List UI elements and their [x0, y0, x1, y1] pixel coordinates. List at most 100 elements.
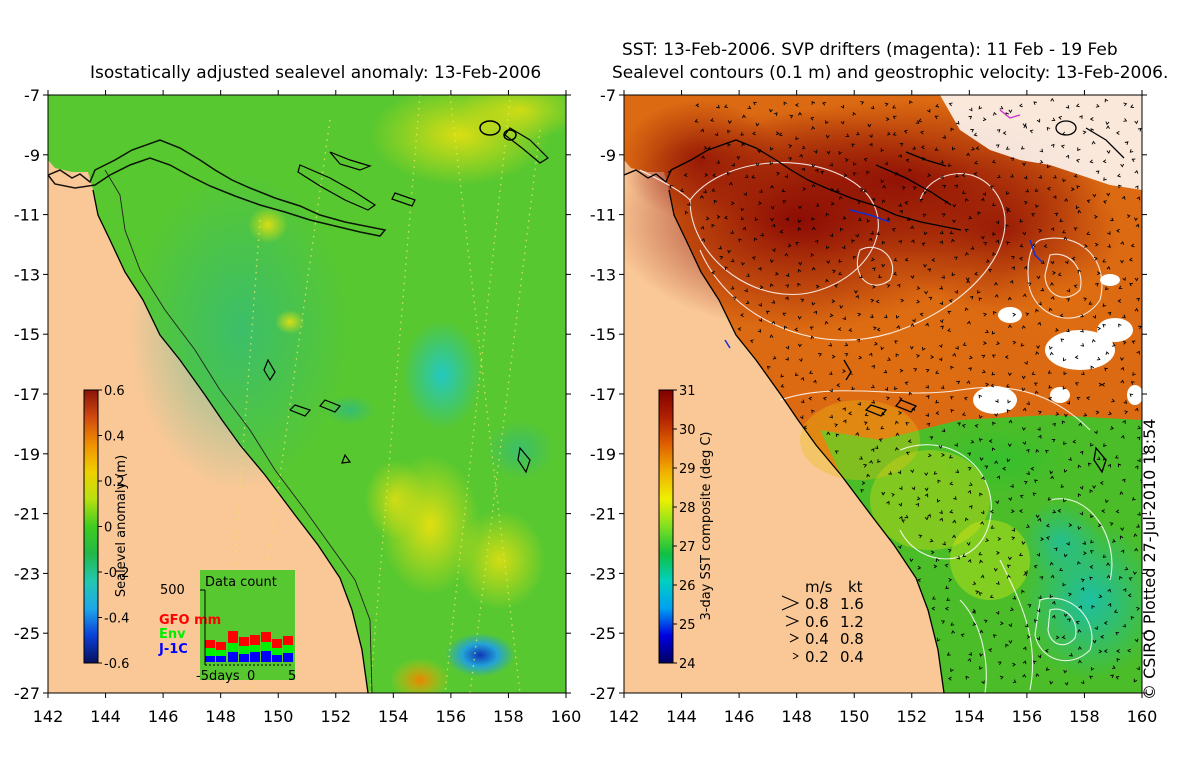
velocity-arrow — [1026, 524, 1030, 528]
velocity-arrow — [1077, 209, 1082, 214]
queensland-coastline — [92, 189, 369, 693]
velocity-arrow — [883, 314, 888, 319]
velocity-arrow — [940, 325, 944, 330]
velocity-arrow — [1102, 323, 1106, 328]
velocity-arrow — [1066, 328, 1070, 333]
velocity-arrow — [845, 133, 850, 138]
velocity-arrow — [929, 538, 934, 543]
velocity-arrow — [1062, 386, 1067, 390]
velocity-arrow — [1035, 448, 1040, 453]
velocity-arrow — [784, 174, 789, 179]
velocity-arrow — [1128, 577, 1133, 581]
velocity-arrow — [815, 168, 819, 173]
velocity-arrow — [966, 380, 971, 385]
velocity-arrow — [1107, 231, 1111, 236]
velocity-arrow — [1089, 159, 1094, 164]
velocity-arrow — [1133, 678, 1138, 683]
velocity-arrow — [949, 509, 954, 514]
velocity-arrow — [995, 610, 1000, 615]
velocity-arrow — [926, 108, 931, 113]
velocity-arrow — [1002, 466, 1006, 471]
velocity-arrow — [783, 325, 788, 330]
velocity-arrow — [1079, 485, 1084, 490]
velocity-arrow — [723, 104, 728, 108]
velocity-arrow — [1033, 619, 1038, 623]
velocity-arrow — [875, 299, 880, 304]
velocity-arrow — [747, 105, 752, 110]
velocity-arrow — [942, 184, 947, 189]
velocity-arrow — [770, 184, 774, 189]
velocity-arrow — [1007, 296, 1012, 301]
velocity-arrow — [1009, 279, 1014, 284]
velocity-legend-kt-0-4: 0.4 — [840, 648, 864, 666]
velocity-arrow — [848, 328, 853, 332]
velocity-arrow — [985, 382, 990, 387]
velocity-arrow — [1098, 649, 1103, 654]
velocity-arrow — [965, 277, 970, 282]
velocity-arrow — [863, 157, 868, 162]
velocity-arrow — [912, 318, 916, 323]
velocity-arrow — [1069, 652, 1073, 657]
left-y-tick-label: -17 — [14, 385, 40, 404]
colorbar-tick-label: 0.6 — [104, 384, 125, 399]
velocity-arrow — [1103, 649, 1108, 653]
velocity-arrow — [923, 190, 927, 195]
velocity-arrow — [1059, 218, 1064, 223]
velocity-arrow — [710, 118, 715, 122]
velocity-arrow — [980, 235, 985, 240]
velocity-arrow — [1122, 340, 1127, 345]
velocity-arrow — [1050, 475, 1055, 480]
velocity-arrow — [769, 334, 774, 338]
velocity-arrow — [838, 151, 843, 155]
velocity-arrow — [825, 134, 830, 139]
velocity-arrow — [1101, 382, 1106, 387]
velocity-arrow — [1106, 150, 1111, 154]
velocity-arrow — [878, 438, 883, 442]
velocity-arrow — [972, 622, 977, 626]
velocity-arrow — [1002, 131, 1007, 135]
velocity-arrow — [913, 368, 918, 372]
velocity-arrow — [798, 343, 802, 348]
velocity-arrow — [991, 447, 996, 452]
velocity-arrow — [1099, 481, 1104, 485]
velocity-arrow — [842, 369, 846, 374]
velocity-arrow — [1023, 124, 1028, 129]
velocity-arrow — [1030, 466, 1035, 471]
velocity-arrow — [866, 426, 870, 430]
velocity-arrow — [1080, 328, 1084, 333]
velocity-arrow — [969, 355, 973, 360]
velocity-arrow — [737, 327, 742, 331]
velocity-arrow — [1057, 272, 1062, 277]
velocity-arrow — [884, 387, 889, 391]
velocity-arrow — [1092, 314, 1097, 319]
velocity-arrow — [1121, 478, 1126, 483]
velocity-arrow — [925, 395, 930, 399]
velocity-arrow — [933, 471, 938, 475]
velocity-arrow — [1053, 547, 1058, 552]
svp-drifter-magenta — [999, 109, 1021, 119]
velocity-arrow — [863, 421, 868, 425]
colorbar-tick-label: 29 — [679, 462, 696, 477]
velocity-arrow — [769, 283, 774, 288]
velocity-arrow — [1012, 312, 1017, 317]
velocity-arrow — [950, 365, 954, 370]
velocity-arrow — [872, 284, 876, 289]
velocity-arrow — [1110, 217, 1114, 221]
velocity-arrow — [928, 453, 932, 458]
velocity-arrow — [1083, 297, 1087, 301]
velocity-arrow — [1089, 576, 1093, 581]
data-count-max-label: 500 — [160, 583, 185, 598]
velocity-arrow — [974, 160, 979, 165]
velocity-arrow — [1034, 479, 1038, 484]
velocity-arrow — [1000, 621, 1004, 626]
velocity-arrow — [880, 148, 885, 152]
velocity-arrow — [1090, 666, 1095, 671]
velocity-arrow — [926, 422, 931, 427]
left-x-tick-label: 158 — [493, 707, 524, 726]
velocity-arrow — [925, 413, 930, 417]
velocity-arrow — [993, 568, 998, 572]
left-map-title: Isostatically adjusted sealevel anomaly:… — [90, 63, 542, 83]
velocity-arrow — [860, 489, 865, 493]
velocity-arrow — [876, 327, 881, 332]
velocity-arrow — [695, 103, 700, 108]
